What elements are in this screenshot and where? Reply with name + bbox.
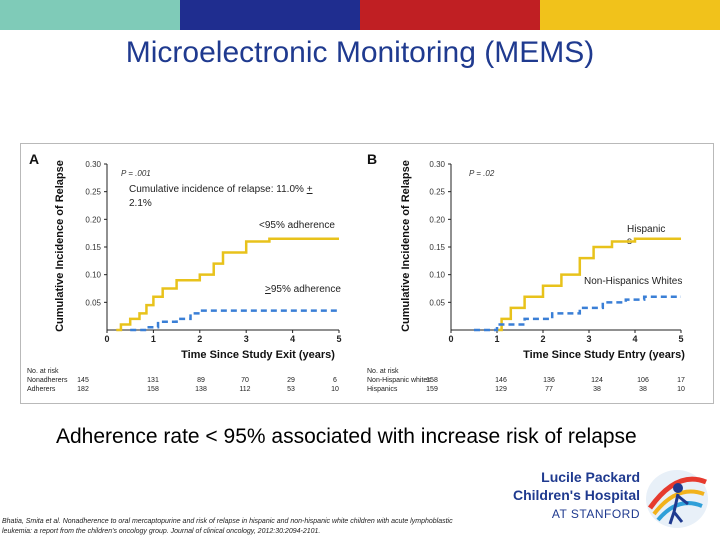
logo-line-2: Children's Hospital — [512, 487, 640, 503]
panel-a-incidence-note-line2: 2.1% — [129, 198, 152, 209]
panel-a-x-tick-label: 1 — [151, 334, 156, 344]
panel-a-y-tick-label: 0.20 — [85, 215, 101, 224]
panel-a-x-tick-label: 2 — [197, 334, 202, 344]
panel-b-at-risk-value: 10 — [677, 386, 685, 393]
panel-a-at-risk-value: 29 — [287, 377, 295, 384]
panel-b-series-non-hispanic-whites — [474, 295, 681, 332]
panel-b-series-hispanics — [497, 237, 681, 332]
panel-b-x-tick-label: 3 — [586, 334, 591, 344]
panel-a-y-tick-label: 0.25 — [85, 188, 101, 197]
panel-b-hispanic-label-line1: Hispanic — [627, 224, 665, 235]
panel-a-x-axis-label: Time Since Study Exit (years) — [181, 349, 335, 361]
panel-a-x-tick-label: 5 — [336, 334, 341, 344]
panel-a-at-risk-value: 112 — [239, 386, 250, 393]
panel-a-at-risk-row-label: Adherers — [27, 386, 56, 393]
panel-b-at-risk-value: 38 — [639, 386, 647, 393]
panel-b-at-risk-value: 158 — [426, 377, 438, 384]
panel-a-at-risk-value: 131 — [147, 377, 159, 384]
panel-b-at-risk-row-label: Non-Hispanic whites — [367, 377, 431, 384]
slide-caption: Adherence rate < 95% associated with inc… — [56, 425, 637, 448]
panel-a-label: A — [29, 151, 39, 167]
panel-b-x-axis-label: Time Since Study Entry (years) — [523, 349, 685, 361]
citation-text: Bhatia, Smita et al. Nonadherence to ora… — [2, 518, 453, 535]
panel-a-high-adherence-label: >95% adherence — [265, 284, 341, 295]
panel-a-incidence-note-line1: Cumulative incidence of relapse: 11.0% + — [129, 184, 313, 195]
panel-a-at-risk-header: No. at risk — [27, 368, 59, 375]
panel-a-x-tick-label: 0 — [104, 334, 109, 344]
panel-a-series-nonadherers — [116, 237, 339, 332]
panel-b-at-risk-value: 38 — [593, 386, 601, 393]
panel-b-x-tick-label: 1 — [494, 334, 499, 344]
panel-a-at-risk-value: 6 — [333, 377, 337, 384]
panel-a-at-risk-value: 182 — [77, 386, 89, 393]
panel-a-y-tick-label: 0.15 — [85, 243, 101, 252]
panel-b-x-tick-label: 0 — [448, 334, 453, 344]
panel-b-at-risk-value: 17 — [677, 377, 685, 384]
panel-b-at-risk-value: 124 — [591, 377, 603, 384]
panel-b-label: B — [367, 151, 377, 167]
panel-a-x-tick-label: 3 — [244, 334, 249, 344]
panel-b-at-risk-header: No. at risk — [367, 368, 399, 375]
panel-a-at-risk-value: 10 — [331, 386, 339, 393]
panel-b-y-tick-label: 0.05 — [429, 298, 445, 307]
panel-b-at-risk-value: 159 — [426, 386, 438, 393]
panel-a-at-risk-value: 89 — [197, 377, 205, 384]
panel-a-at-risk-value: 158 — [147, 386, 159, 393]
panel-a-y-tick-label: 0.10 — [85, 271, 101, 280]
panel-b-at-risk-value: 106 — [637, 377, 649, 384]
panel-a-low-adherence-label: <95% adherence — [259, 220, 335, 231]
panel-b-x-tick-label: 4 — [632, 334, 637, 344]
panel-b-at-risk-value: 136 — [543, 377, 555, 384]
panel-b-non-hispanic-label: Non-Hispanics Whites — [584, 276, 682, 287]
panel-a-at-risk-value: 53 — [287, 386, 295, 393]
panel-b-y-tick-label: 0.25 — [429, 188, 445, 197]
panel-a-at-risk-value: 145 — [77, 377, 89, 384]
top-bar-segment-red — [360, 0, 540, 30]
logo-line-1: Lucile Packard — [541, 469, 640, 485]
top-bar-segment-teal — [0, 0, 180, 30]
panel-a-at-risk-value: 70 — [241, 377, 249, 384]
panel-b-y-tick-label: 0.15 — [429, 243, 445, 252]
panel-b-y-tick-label: 0.10 — [429, 271, 445, 280]
panel-b-p-value: P = .02 — [469, 169, 495, 178]
panel-a-p-value: P = .001 — [121, 169, 151, 178]
panel-b-y-axis-label: Cumulative Incidence of Relapse — [400, 160, 412, 332]
hospital-logo: Lucile Packard Children's Hospital AT ST… — [470, 460, 720, 540]
panel-b-at-risk-value: 146 — [495, 377, 507, 384]
panel-b-y-tick-label: 0.20 — [429, 215, 445, 224]
panel-b-at-risk-value: 129 — [495, 386, 507, 393]
panel-b-y-tick-label: 0.30 — [429, 160, 445, 169]
panel-a-x-tick-label: 4 — [290, 334, 295, 344]
panel-b-x-tick-label: 5 — [678, 334, 683, 344]
panel-b-x-tick-label: 2 — [540, 334, 545, 344]
slide-title: Microelectronic Monitoring (MEMS) — [125, 36, 595, 69]
relapse-figure: A P = .001 Cumulative Incidence of Relap… — [20, 143, 714, 404]
panel-a-at-risk-value: 138 — [195, 386, 207, 393]
panel-a-y-tick-label: 0.05 — [85, 298, 101, 307]
panel-b-at-risk-row-label: Hispanics — [367, 386, 398, 393]
logo-figure-icon — [646, 470, 708, 528]
logo-line-3: AT STANFORD — [551, 507, 640, 521]
panel-a-y-axis-label: Cumulative Incidence of Relapse — [54, 160, 66, 332]
panel-b-at-risk-value: 77 — [545, 386, 553, 393]
panel-a-y-tick-label: 0.30 — [85, 160, 101, 169]
panel-a-series-adherers — [130, 309, 339, 332]
panel-a-at-risk-row-label: Nonadherers — [27, 377, 68, 384]
top-bar-segment-yellow — [540, 0, 720, 30]
relapse-charts-svg: A P = .001 Cumulative Incidence of Relap… — [27, 151, 685, 393]
top-color-bar — [0, 0, 720, 30]
top-bar-segment-navy — [180, 0, 360, 30]
